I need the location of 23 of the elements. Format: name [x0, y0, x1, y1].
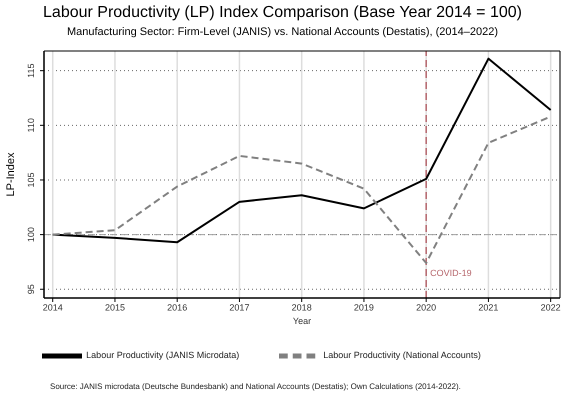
x-tick-label: 2016 [167, 302, 188, 312]
x-tick-label: 2017 [229, 302, 250, 312]
source-note: Source: JANIS microdata (Deutsche Bundesbank) and National Accounts (Destatis); Own Calculations (2014-2022). [50, 382, 462, 391]
y-tick-label: 95 [26, 284, 36, 294]
x-tick-label: 2015 [104, 302, 125, 312]
x-tick-label: 2020 [416, 302, 436, 312]
legend-label: Labour Productivity (JANIS Microdata) [86, 350, 240, 360]
y-axis-title: LP-Index [4, 152, 17, 197]
y-tick-label: 110 [26, 118, 36, 132]
ref-line-label: COVID-19 [430, 268, 472, 278]
x-tick-label: 2014 [42, 302, 63, 312]
chart-title: Labour Productivity (LP) Index Comparison (Base Year 2014 = 100) [42, 3, 523, 23]
x-tick-label: 2019 [354, 302, 374, 312]
line-series [52, 58, 552, 244]
x-tick-label: 2018 [292, 302, 312, 312]
chart-subtitle: Manufacturing Sector: Firm-Level (JANIS) vs. National Accounts (Destatis), (2014–2022) [66, 25, 499, 40]
x-axis-title: Year [292, 316, 312, 326]
x-tick-label: 2022 [540, 302, 561, 312]
y-tick-label: 115 [26, 63, 36, 78]
x-tick-label: 2021 [478, 302, 498, 312]
legend-label: Labour Productivity (National Accounts) [323, 350, 481, 360]
y-tick-label: 105 [26, 172, 36, 188]
y-tick-label: 100 [26, 227, 36, 242]
